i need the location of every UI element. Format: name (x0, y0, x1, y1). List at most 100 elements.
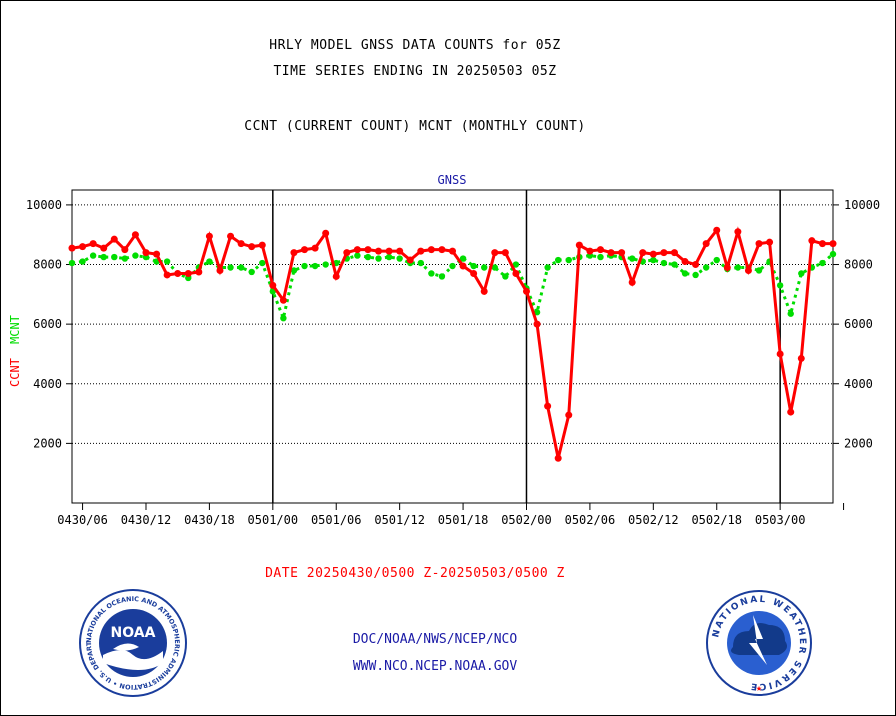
x-tick-label: 0501/12 (374, 513, 425, 527)
ccnt-point (227, 232, 235, 240)
ccnt-point (174, 269, 182, 277)
ccnt-point (692, 261, 700, 269)
mcnt-point (396, 255, 403, 262)
ccnt-point (776, 350, 784, 358)
y-axis-label-ccnt: CCNT (8, 358, 22, 387)
mcnt-point (89, 252, 97, 259)
mcnt-point (554, 256, 562, 264)
chart-header-line-3: CCNT (CURRENT COUNT) MCNT (MONTHLY COUNT… (244, 119, 586, 134)
ccnt-point (153, 250, 161, 258)
ccnt-series (68, 226, 837, 462)
ccnt-point (417, 247, 425, 255)
nco-website-link[interactable]: WWW.NCO.NCEP.NOAA.GOV (352, 659, 518, 674)
ccnt-point (702, 240, 710, 248)
x-tick-label: 0501/06 (311, 513, 362, 527)
mcnt-point (68, 259, 76, 267)
ccnt-point (607, 249, 615, 257)
ccnt-point (470, 269, 478, 277)
ccnt-point (713, 226, 721, 234)
y-tick-label-left: 6000 (33, 317, 62, 331)
x-tick-label: 0502/06 (565, 513, 616, 527)
ccnt-point (596, 246, 604, 254)
ccnt-point (670, 249, 678, 257)
ccnt-point (501, 249, 509, 257)
mcnt-point (322, 261, 329, 268)
noaa-logo: NATIONAL OCEANIC AND ATMOSPHERIC ADMINIS… (79, 589, 187, 697)
ccnt-point (396, 247, 404, 255)
mcnt-point (375, 255, 382, 262)
mcnt-point (671, 261, 678, 268)
x-tick-label: 0430/18 (184, 513, 235, 527)
mcnt-point (597, 253, 604, 261)
ccnt-point (322, 229, 330, 237)
x-tick-label: 0430/06 (57, 513, 108, 527)
ccnt-point (449, 247, 456, 255)
doc-noaa-link[interactable]: DOC/NOAA/NWS/NCEP/NCO (352, 632, 518, 647)
chart-header-line-1: HRLY MODEL GNSS DATA COUNTS for 05Z (269, 38, 561, 53)
x-tick-label: 0502/12 (628, 513, 679, 527)
y-tick-label-right: 6000 (844, 317, 873, 331)
mcnt-point (776, 282, 784, 289)
ccnt-point (216, 266, 224, 274)
ccnt-point (353, 246, 361, 254)
ccnt-point (163, 271, 171, 279)
ccnt-point (829, 240, 837, 248)
mcnt-point (734, 264, 742, 271)
mcnt-point (702, 264, 710, 271)
ccnt-point (787, 408, 795, 416)
mcnt-point (829, 250, 837, 258)
ccnt-point (755, 240, 763, 248)
y-tick-label-right: 10000 (844, 198, 880, 212)
mcnt-point (259, 259, 266, 267)
mcnt-point (428, 270, 435, 277)
x-tick-label: 0430/12 (121, 513, 172, 527)
mcnt-point (470, 262, 477, 270)
mcnt-point (713, 256, 720, 264)
ccnt-point (110, 235, 118, 243)
tick-layer: 2000 2000 4000 4000 6000 6000 8000 8000 10000 100… (26, 198, 880, 527)
ccnt-point (279, 296, 287, 304)
mcnt-point (512, 261, 520, 268)
ccnt-point (522, 287, 530, 295)
ccnt-point (89, 240, 97, 248)
ccnt-point (533, 320, 541, 328)
ccnt-point (301, 246, 309, 254)
mcnt-point (301, 262, 308, 270)
mcnt-point (121, 255, 129, 262)
ccnt-point (269, 281, 277, 289)
mcnt-point (628, 255, 636, 262)
noaa-logo-text: NOAA (111, 625, 156, 641)
day-boundary-lines (272, 190, 781, 503)
mcnt-point (681, 270, 689, 277)
ccnt-point (258, 241, 266, 249)
ccnt-point (818, 240, 826, 248)
ccnt-point (406, 256, 414, 264)
ccnt-point (575, 241, 583, 249)
ccnt-point (131, 231, 139, 239)
ccnt-point (766, 238, 774, 246)
ccnt-point (628, 278, 636, 286)
mcnt-point (565, 256, 572, 264)
mcnt-point (692, 271, 699, 279)
y-tick-label-left: 8000 (33, 258, 62, 272)
ccnt-point (79, 243, 87, 251)
mcnt-point (481, 264, 488, 271)
ccnt-point (618, 249, 626, 257)
ccnt-point (290, 249, 298, 257)
mcnt-point (660, 259, 668, 267)
mcnt-point (417, 259, 424, 267)
ccnt-point (565, 411, 573, 419)
ccnt-point (364, 246, 372, 254)
y-tick-label-left: 10000 (26, 198, 62, 212)
mcnt-point (163, 258, 171, 265)
y-tick-label-right: 4000 (844, 377, 873, 391)
ccnt-point (195, 268, 203, 276)
ccnt-point (744, 266, 752, 274)
ccnt-point (649, 250, 657, 258)
mcnt-point (502, 273, 509, 280)
y-axis-label-mcnt: MCNT (8, 315, 22, 344)
ccnt-point (554, 454, 562, 462)
mcnt-point (280, 314, 287, 322)
ccnt-point (343, 249, 351, 257)
